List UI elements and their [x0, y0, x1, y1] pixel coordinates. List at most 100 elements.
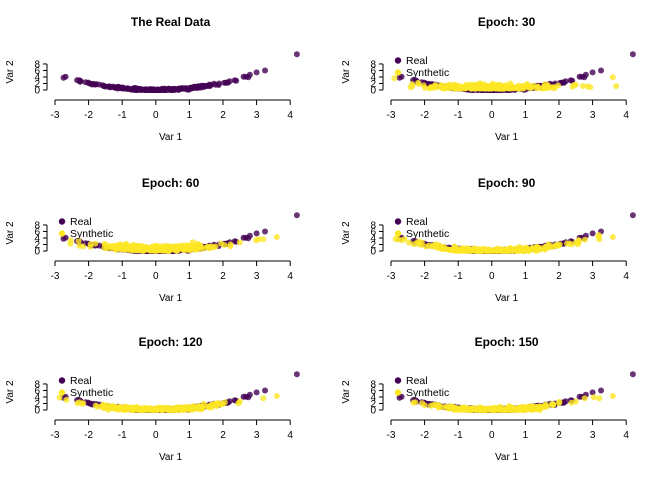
- x-axis-label: Var 1: [495, 132, 519, 143]
- data-point: [415, 79, 422, 86]
- x-tick-label: 4: [623, 110, 629, 121]
- data-point: [253, 389, 260, 396]
- data-point: [179, 85, 186, 92]
- data-point: [549, 401, 556, 408]
- data-point: [609, 393, 616, 399]
- data-point: [128, 247, 135, 254]
- data-point: [89, 81, 96, 88]
- data-point: [219, 401, 226, 407]
- data-point: [101, 244, 108, 251]
- y-axis-label: Var 2: [341, 221, 352, 245]
- data-point: [433, 244, 440, 251]
- data-point: [520, 83, 527, 90]
- data-point: [454, 247, 461, 254]
- y-tick-label: 2: [34, 399, 40, 410]
- y-tick-label: 6: [370, 227, 376, 238]
- data-point: [598, 67, 604, 74]
- y-tick-label: 2: [34, 79, 40, 90]
- x-tick-label: 3: [590, 110, 596, 121]
- data-point: [572, 81, 579, 88]
- x-tick-label: -2: [84, 110, 93, 121]
- data-point: [428, 84, 434, 90]
- x-tick-label: 2: [556, 430, 562, 441]
- series-synthetic: [56, 393, 280, 413]
- data-point: [63, 396, 70, 403]
- data-point: [60, 235, 67, 242]
- x-tick-label: 1: [187, 271, 193, 282]
- data-point: [221, 79, 228, 86]
- x-tick-label: 0: [153, 110, 159, 121]
- x-axis-label: Var 1: [159, 452, 183, 463]
- data-point: [629, 371, 636, 378]
- series-synthetic: [410, 393, 616, 413]
- y-tick-label: 0: [370, 247, 376, 258]
- y-tick-label: 2: [34, 240, 40, 251]
- data-point: [87, 241, 94, 248]
- data-point: [273, 234, 280, 240]
- data-point: [253, 69, 260, 76]
- data-point: [260, 395, 267, 402]
- data-point: [226, 398, 233, 405]
- data-point: [463, 82, 470, 89]
- data-point: [398, 237, 405, 244]
- data-point: [67, 240, 74, 247]
- legend-marker: [394, 218, 402, 225]
- x-axis-label: Var 1: [495, 452, 519, 463]
- data-point: [480, 245, 487, 252]
- data-point: [476, 404, 483, 411]
- data-point: [510, 84, 517, 91]
- y-tick-label: 6: [34, 227, 40, 238]
- data-point: [539, 245, 546, 252]
- x-tick-label: -1: [118, 430, 127, 441]
- data-point: [149, 245, 156, 252]
- y-tick-label: 4: [34, 233, 40, 244]
- legend-marker: [58, 377, 66, 384]
- data-point: [207, 245, 213, 252]
- x-tick-label: 1: [523, 271, 529, 282]
- data-point: [582, 236, 588, 243]
- x-tick-label: -3: [387, 430, 396, 441]
- series-real: [60, 51, 300, 93]
- y-tick-label: 4: [370, 392, 376, 403]
- x-tick-label: 1: [187, 430, 193, 441]
- x-tick-label: -3: [51, 271, 60, 282]
- data-point: [566, 240, 573, 247]
- x-tick-label: 0: [153, 430, 159, 441]
- data-point: [581, 395, 588, 402]
- data-point: [236, 398, 243, 405]
- y-tick-label: 8: [370, 59, 376, 70]
- y-tick-label: 0: [34, 406, 40, 417]
- data-point: [293, 51, 300, 58]
- data-point: [75, 238, 82, 244]
- data-point: [193, 83, 199, 90]
- data-point: [246, 391, 253, 398]
- legend-marker: [394, 230, 402, 237]
- y-tick-label: 0: [34, 86, 40, 97]
- panel-title: Epoch: 120: [139, 335, 203, 349]
- data-point: [246, 232, 253, 239]
- data-point: [409, 81, 416, 88]
- data-point: [118, 85, 125, 92]
- data-point: [112, 84, 118, 91]
- data-point: [579, 83, 586, 89]
- panel-title: Epoch: 150: [475, 335, 539, 349]
- x-tick-label: 3: [590, 430, 596, 441]
- data-point: [589, 230, 596, 237]
- data-point: [419, 400, 426, 407]
- data-point: [556, 398, 563, 405]
- data-point: [233, 77, 240, 84]
- data-point: [79, 400, 86, 407]
- data-point: [629, 51, 636, 58]
- data-point: [525, 247, 532, 254]
- data-point: [156, 87, 163, 93]
- data-point: [192, 243, 199, 250]
- x-tick-label: -1: [454, 271, 463, 282]
- data-point: [532, 404, 539, 411]
- x-tick-label: 4: [287, 430, 293, 441]
- data-point: [572, 398, 579, 405]
- data-point: [485, 85, 492, 92]
- x-tick-label: 2: [556, 110, 562, 121]
- data-point: [153, 406, 160, 413]
